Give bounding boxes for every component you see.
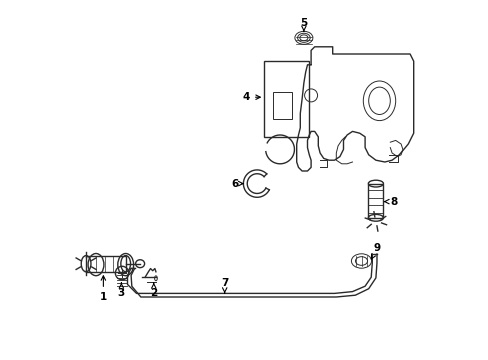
Text: 3: 3	[118, 283, 125, 298]
Text: 2: 2	[150, 283, 157, 298]
Text: 1: 1	[100, 276, 107, 302]
Bar	[367, 184, 383, 218]
Bar	[264, 61, 309, 137]
Text: 9: 9	[370, 243, 380, 259]
Bar	[86, 256, 125, 272]
Text: 7: 7	[221, 278, 228, 293]
Bar	[272, 92, 292, 119]
Text: 4: 4	[242, 92, 260, 102]
Text: 8: 8	[384, 197, 397, 207]
Text: 6: 6	[231, 179, 243, 189]
Text: 5: 5	[300, 18, 307, 31]
